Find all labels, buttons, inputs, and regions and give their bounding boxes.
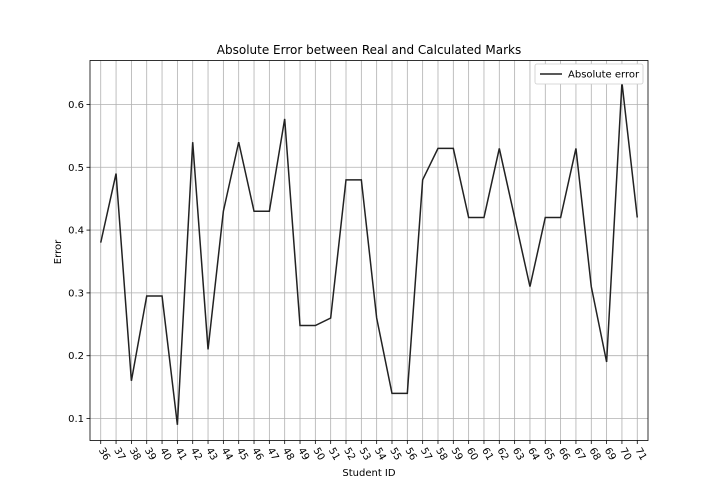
y-tick-label: 0.4 (68, 226, 84, 237)
x-tick-label: 60 (464, 446, 480, 463)
x-tick-label: 36 (96, 446, 112, 463)
x-tick-label: 59 (449, 446, 465, 463)
x-tick-label: 51 (326, 446, 342, 463)
y-tick-label: 0.3 (68, 288, 84, 299)
legend-label: Absolute error (568, 70, 640, 81)
x-tick-label: 47 (265, 446, 281, 463)
x-tick-label: 53 (357, 446, 373, 463)
x-tick-label: 41 (173, 446, 189, 463)
x-tick-label: 61 (479, 446, 495, 463)
x-tick-label: 58 (433, 446, 449, 463)
x-tick-label: 49 (295, 446, 311, 463)
x-tick-label: 42 (188, 446, 204, 463)
x-tick-label: 46 (249, 446, 265, 463)
x-tick-label: 39 (142, 446, 158, 463)
legend-box (534, 63, 644, 85)
x-tick-label: 66 (556, 446, 572, 463)
x-tick-label: 52 (341, 446, 357, 463)
x-tick-label: 45 (234, 446, 250, 463)
plot-frame (89, 60, 649, 441)
x-tick-label: 64 (525, 446, 541, 463)
series-layer (99, 82, 639, 425)
x-tick-label: 65 (541, 446, 557, 463)
x-tick-label: 54 (372, 446, 388, 463)
x-tick-label: 48 (280, 446, 296, 463)
x-tick-label: 69 (602, 446, 618, 463)
x-tick-label: 38 (127, 446, 143, 463)
x-tick-label: 62 (495, 446, 511, 463)
y-axis-ticks: 0.1 0.2 0.3 0.4 0.5 0.6 (68, 100, 90, 425)
y-axis-label: Error (53, 239, 64, 264)
x-tick-label: 71 (632, 446, 648, 463)
x-tick-label: 68 (586, 446, 602, 463)
legend: Absolute error (534, 63, 644, 85)
x-axis-label: Student ID (342, 468, 395, 479)
y-tick-label: 0.5 (68, 163, 84, 174)
x-tick-label: 50 (311, 446, 327, 463)
x-tick-label: 67 (571, 446, 587, 463)
grid (90, 60, 648, 441)
x-tick-label: 56 (403, 446, 419, 463)
x-tick-label: 63 (510, 446, 526, 463)
x-tick-label: 44 (219, 446, 235, 463)
y-tick-label: 0.1 (68, 414, 84, 425)
x-tick-label: 55 (387, 446, 403, 463)
x-tick-label: 70 (617, 446, 633, 463)
series-line-absolute-error (99, 82, 639, 425)
x-tick-label: 43 (203, 446, 219, 463)
y-tick-label: 0.2 (68, 351, 84, 362)
x-tick-label: 37 (111, 446, 127, 463)
x-tick-label: 40 (157, 446, 173, 463)
x-axis-ticks: 36 37 38 39 40 41 42 43 44 45 46 47 48 49 50 51 52 53 54 55… (96, 440, 648, 463)
x-tick-label: 57 (418, 446, 434, 463)
y-tick-label: 0.6 (68, 100, 84, 111)
chart-title: Absolute Error between Real and Calculat… (217, 43, 521, 57)
